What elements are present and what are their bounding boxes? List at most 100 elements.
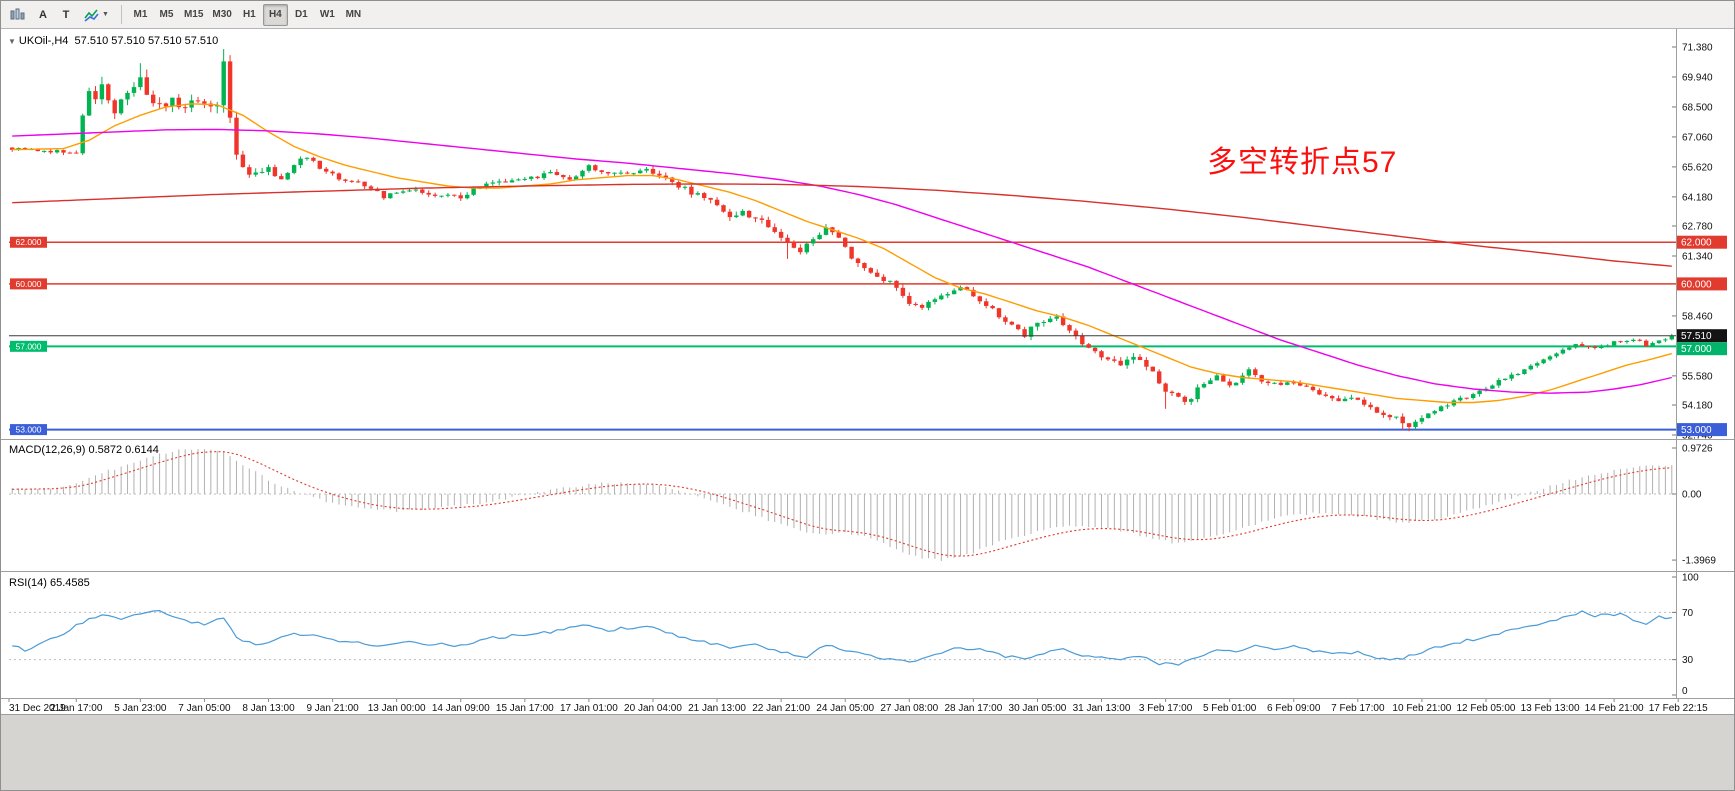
candle-body-up (522, 178, 527, 180)
candle-body-up (1233, 382, 1239, 386)
candle-body-down (1157, 371, 1162, 384)
candle-body-up (811, 239, 816, 244)
candle-body-up (118, 99, 124, 114)
candle-body-down (1304, 385, 1309, 387)
candle-body-down (1298, 382, 1303, 386)
candle-body-down (22, 148, 28, 150)
time-axis-area[interactable] (1, 698, 1735, 714)
time-tick-label: 5 Jan 23:00 (114, 703, 167, 714)
candle-body-up (413, 189, 419, 191)
price-tick-label: 67.060 (1682, 132, 1713, 143)
candle-body-down (1387, 415, 1393, 418)
candle-body-down (766, 219, 771, 228)
candle-body-down (875, 272, 880, 277)
candle-body-up (1208, 380, 1213, 384)
candle-body-up (887, 280, 893, 282)
candle-body-up (618, 172, 624, 174)
candle-body-down (702, 193, 707, 198)
price-axis-badge-box (1677, 329, 1727, 343)
price-axis[interactable] (1677, 29, 1735, 698)
candle-body-down (1317, 390, 1322, 395)
hline-left-badge-box (10, 424, 47, 436)
candle-body-up (612, 172, 617, 174)
candle-body-down (593, 165, 598, 171)
candle-body-up (1272, 382, 1277, 384)
timeframe-h4-button[interactable]: H4 (262, 3, 288, 26)
candle-body-down (452, 194, 457, 196)
chart-icon (10, 8, 25, 19)
candle-body-down (1009, 321, 1014, 325)
arrow-tool-button[interactable]: A (32, 4, 54, 26)
candle-body-down (67, 152, 73, 154)
text-tool-button[interactable]: T (55, 4, 77, 26)
candle-body-up (1189, 399, 1194, 402)
candle-body-up (266, 167, 271, 172)
candle-body-down (907, 296, 912, 304)
candle-body-up (291, 165, 297, 173)
chart-button[interactable] (4, 4, 31, 26)
time-tick-label: 30 Jan 05:00 (1009, 703, 1067, 714)
candle-body-down (1221, 375, 1226, 382)
timeframe-m15-button[interactable]: M15 (180, 4, 207, 26)
time-tick-label: 21 Jan 13:00 (688, 703, 746, 714)
candle-body-down (1067, 325, 1072, 331)
candle-body-up (86, 91, 92, 116)
chart-canvas[interactable]: 62.000 60.000 57.000 53.000 71.380 69.940 68.5… (1, 29, 1735, 791)
time-tick-label: 17 Jan 01:00 (560, 703, 618, 714)
indicators-button[interactable]: ▼ (78, 4, 115, 26)
rsi-tick-label: 30 (1682, 655, 1694, 666)
candle-body-up (932, 299, 938, 302)
timeframe-d1-button[interactable]: D1 (289, 4, 314, 26)
candle-body-up (1028, 326, 1034, 337)
timeframe-mn-button[interactable]: MN (341, 4, 366, 26)
candle-body-down (432, 194, 438, 196)
candle-body-down (1118, 360, 1123, 366)
candle-body-down (503, 181, 508, 183)
candle-body-down (458, 195, 463, 199)
candle-body-down (785, 237, 790, 243)
time-tick-label: 14 Feb 21:00 (1585, 703, 1644, 714)
candle-body-down (708, 197, 713, 200)
candle-body-up (951, 290, 957, 295)
candle-body-up (490, 182, 495, 184)
candle-body-up (1214, 375, 1220, 381)
candle-body-up (1240, 375, 1245, 383)
timeframe-w1-button[interactable]: W1 (315, 4, 340, 26)
candle-body-down (791, 242, 797, 248)
candle-body-up (170, 97, 175, 107)
candle-body-down (843, 237, 848, 247)
hline-left-badge: 57.000 (10, 340, 47, 352)
time-tick-label: 17 Feb 22:15 (1649, 703, 1708, 714)
candle-body-down (362, 181, 367, 187)
candle-body-up (253, 172, 258, 175)
price-tick-label: 61.340 (1682, 251, 1713, 262)
candle-body-down (1362, 399, 1367, 405)
macd-tick-label: 0.9726 (1682, 443, 1713, 454)
candle-body-down (721, 205, 726, 212)
toolbar-separator (120, 5, 122, 24)
candle-body-up (215, 105, 220, 107)
candle-body-down (163, 103, 169, 107)
candle-body-up (1048, 318, 1053, 322)
candle-body-down (778, 231, 784, 238)
candle-body-down (93, 91, 98, 100)
candle-body-up (586, 165, 592, 171)
candle-body-down (753, 217, 758, 219)
candle-body-up (573, 176, 579, 180)
candle-body-down (1016, 324, 1021, 330)
candle-body-down (1265, 381, 1271, 383)
candle-body-up (1054, 316, 1059, 319)
timeframe-h1-button[interactable]: H1 (237, 4, 262, 26)
candle-body-down (227, 61, 233, 118)
candle-body-up (1394, 416, 1399, 418)
hline-left-badge-box (10, 278, 47, 290)
candle-body-up (1438, 406, 1444, 412)
timeframe-m30-button[interactable]: M30 (208, 4, 235, 26)
candle-body-up (1541, 359, 1546, 364)
timeframe-m5-button[interactable]: M5 (154, 4, 179, 26)
candle-body-down (311, 157, 316, 161)
timeframe-m1-button[interactable]: M1 (128, 4, 153, 26)
candle-body-down (1227, 381, 1232, 386)
candle-body-up (298, 158, 303, 166)
candle-body-down (381, 191, 387, 199)
